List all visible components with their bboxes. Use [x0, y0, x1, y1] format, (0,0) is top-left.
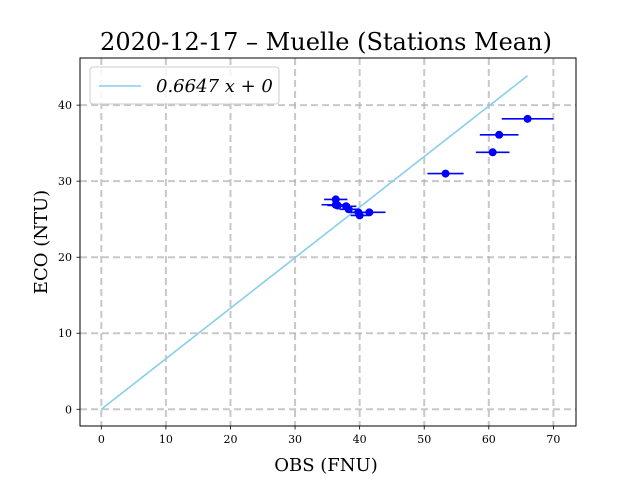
- data-point: [475, 148, 510, 157]
- data-point: [479, 130, 519, 139]
- point-marker: [344, 205, 353, 214]
- grid: [80, 58, 576, 426]
- point-marker: [355, 211, 364, 220]
- data-point: [427, 169, 464, 178]
- point-marker: [488, 148, 497, 157]
- legend-box: [89, 66, 280, 105]
- legend: 0.6647 x + 0: [89, 66, 280, 105]
- x-tick-label: 50: [417, 433, 431, 446]
- data-point: [339, 205, 358, 214]
- data-point: [353, 208, 386, 217]
- plot-area: [79, 57, 577, 427]
- chart-title: 2020-12-17 – Muelle (Stations Mean): [100, 28, 552, 56]
- x-tick-label: 30: [288, 433, 302, 446]
- data-points: [321, 114, 554, 220]
- point-marker: [365, 208, 374, 217]
- x-tick-label: 10: [159, 433, 173, 446]
- x-axis-label: OBS (FNU): [274, 455, 378, 476]
- y-tick-label: 20: [58, 251, 72, 264]
- x-tick-label: 70: [546, 433, 560, 446]
- data-point: [350, 211, 369, 220]
- y-axis-label: ECO (NTU): [31, 190, 52, 294]
- point-marker: [495, 130, 504, 139]
- point-marker: [523, 114, 532, 123]
- y-axis-ticks: 0 10 20 30 40: [58, 99, 80, 416]
- y-tick-label: 40: [58, 99, 72, 112]
- axes-frame: [79, 57, 577, 427]
- x-axis-ticks: 0 10 20 30 40 50 60 70: [98, 426, 560, 446]
- legend-label: 0.6647 x + 0: [156, 76, 273, 97]
- y-tick-label: 10: [58, 327, 72, 340]
- x-tick-label: 0: [98, 433, 105, 446]
- point-marker: [441, 169, 450, 178]
- data-point: [501, 114, 554, 123]
- x-tick-label: 20: [223, 433, 237, 446]
- x-tick-label: 40: [353, 433, 367, 446]
- y-tick-label: 0: [65, 403, 72, 416]
- fit-line: [100, 75, 529, 410]
- x-tick-label: 60: [482, 433, 496, 446]
- y-tick-label: 30: [58, 175, 72, 188]
